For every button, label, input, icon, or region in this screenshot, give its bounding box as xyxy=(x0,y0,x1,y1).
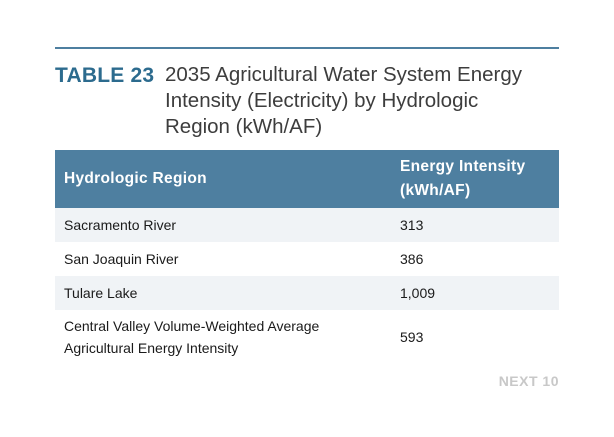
region-cell: Tulare Lake xyxy=(55,276,391,310)
next-page-link[interactable]: NEXT 10 xyxy=(498,373,559,389)
region-cell: San Joaquin River xyxy=(64,251,179,267)
column-header-energy-intensity: Energy Intensity (kWh/AF) xyxy=(391,150,559,208)
energy-cell: 593 xyxy=(400,329,424,345)
table-row: Tulare Lake 1,009 xyxy=(55,276,559,310)
table-title: 2035 Agricultural Water System Energy In… xyxy=(165,63,523,138)
top-rule xyxy=(55,47,559,49)
table-number-label: TABLE 23 xyxy=(55,64,155,87)
column-header-region: Hydrologic Region xyxy=(55,150,391,208)
region-cell: Sacramento River xyxy=(55,208,391,242)
table-header-row: Hydrologic Region Energy Intensity (kWh/… xyxy=(55,150,559,208)
table-row-average: Central Valley Volume-Weighted Average A… xyxy=(55,310,559,364)
region-cell: Central Valley Volume-Weighted Average A… xyxy=(64,318,320,356)
energy-cell: 1,009 xyxy=(391,276,559,310)
energy-cell: 313 xyxy=(391,208,559,242)
energy-cell: 386 xyxy=(400,251,424,267)
table-row: Sacramento River 313 xyxy=(55,208,559,242)
energy-intensity-table: Hydrologic Region Energy Intensity (kWh/… xyxy=(55,150,559,364)
table-row: San Joaquin River 386 xyxy=(55,242,559,276)
